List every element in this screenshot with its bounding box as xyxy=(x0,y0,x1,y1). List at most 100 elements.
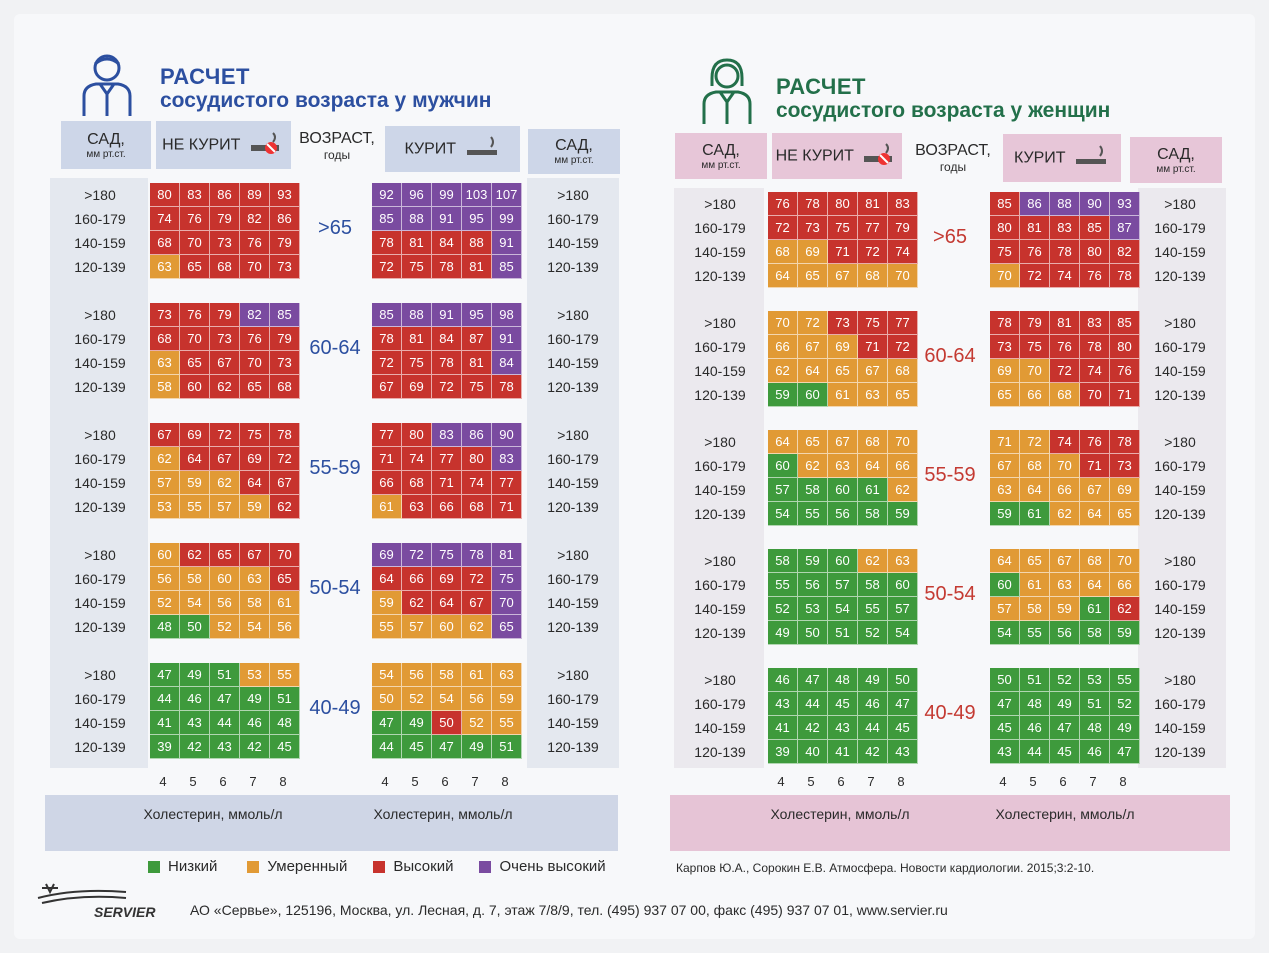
cholesterol-tick: 4 xyxy=(159,774,167,789)
nonsmoker-vascular-age-cell: 48 xyxy=(828,668,858,692)
smoker-vascular-age-cell: 75 xyxy=(1020,335,1050,359)
sad-row-label: >180 xyxy=(84,187,116,203)
smoker-vascular-age-cell: 99 xyxy=(432,183,462,207)
sad-row-label: 140-159 xyxy=(74,595,126,611)
nonsmoker-vascular-age-cell: 75 xyxy=(858,311,888,335)
sad-row-label: 140-159 xyxy=(1154,482,1206,498)
sad-row-label: >180 xyxy=(704,196,736,212)
female-person-icon xyxy=(698,56,756,131)
smoker-vascular-age-cell: 65 xyxy=(1020,549,1050,573)
nonsmoker-vascular-age-cell: 70 xyxy=(180,231,210,255)
smoker-vascular-age-cell: 64 xyxy=(432,591,462,615)
sad-row-label: 140-159 xyxy=(547,355,599,371)
nonsmoker-vascular-age-cell: 63 xyxy=(858,383,888,407)
smoker-grid: 85 86 88 90 93 80 81 83 85 87 75 76 78 80 82 70 72 74 76 78 xyxy=(990,192,1140,288)
smoker-vascular-age-cell: 81 xyxy=(492,543,522,567)
nonsmoker-vascular-age-cell: 47 xyxy=(888,692,918,716)
nonsmoker-vascular-age-cell: 64 xyxy=(768,264,798,288)
smoker-vascular-age-cell: 56 xyxy=(462,687,492,711)
smoker-vascular-age-cell: 49 xyxy=(1110,716,1140,740)
smoker-vascular-age-cell: 71 xyxy=(492,495,522,519)
smoker-vascular-age-cell: 59 xyxy=(372,591,402,615)
sad-row-label: 160-179 xyxy=(547,211,599,227)
smoker-vascular-age-cell: 95 xyxy=(462,207,492,231)
nonsmoker-vascular-age-cell: 75 xyxy=(828,216,858,240)
nonsmoker-vascular-age-cell: 60 xyxy=(888,573,918,597)
men-header-sad-left: САД, мм рт.ст. xyxy=(61,121,151,169)
nonsmoker-vascular-age-cell: 43 xyxy=(828,716,858,740)
women-smoker-xlabel: Холестерин, ммоль/л xyxy=(995,806,1135,822)
nonsmoker-vascular-age-cell: 50 xyxy=(798,621,828,645)
nonsmoker-vascular-age-cell: 64 xyxy=(798,359,828,383)
sad-row-label: 160-179 xyxy=(547,451,599,467)
smoker-vascular-age-cell: 63 xyxy=(492,663,522,687)
smoker-vascular-age-cell: 57 xyxy=(990,597,1020,621)
smoker-vascular-age-cell: 47 xyxy=(1050,716,1080,740)
nonsmoker-vascular-age-cell: 54 xyxy=(888,621,918,645)
nonsmoker-vascular-age-cell: 57 xyxy=(150,471,180,495)
smoker-vascular-age-cell: 85 xyxy=(492,255,522,279)
cholesterol-tick: 6 xyxy=(1059,774,1067,789)
nonsmoker-vascular-age-cell: 65 xyxy=(240,375,270,399)
nonsmoker-vascular-age-cell: 85 xyxy=(270,303,300,327)
smoker-vascular-age-cell: 68 xyxy=(1020,454,1050,478)
sad-row-label: 120-139 xyxy=(1154,506,1206,522)
smoker-vascular-age-cell: 55 xyxy=(492,711,522,735)
nonsmoker-vascular-age-cell: 62 xyxy=(210,471,240,495)
nonsmoker-vascular-age-cell: 68 xyxy=(858,430,888,454)
nonsmoker-vascular-age-cell: 69 xyxy=(240,447,270,471)
sad-row-label: >180 xyxy=(704,434,736,450)
nonsmoker-vascular-age-cell: 58 xyxy=(240,591,270,615)
nonsmoker-vascular-age-cell: 64 xyxy=(768,430,798,454)
smoker-vascular-age-cell: 99 xyxy=(492,207,522,231)
smoker-vascular-age-cell: 66 xyxy=(1050,478,1080,502)
smoker-vascular-age-cell: 91 xyxy=(432,207,462,231)
sad-row-label: 120-139 xyxy=(74,379,126,395)
smoker-vascular-age-cell: 57 xyxy=(402,615,432,639)
smoker-vascular-age-cell: 81 xyxy=(462,351,492,375)
nonsmoker-vascular-age-cell: 46 xyxy=(768,668,798,692)
sad-row-label: 160-179 xyxy=(547,331,599,347)
smoker-vascular-age-cell: 72 xyxy=(1050,359,1080,383)
cholesterol-tick: 5 xyxy=(807,774,815,789)
nonsmoker-vascular-age-cell: 67 xyxy=(240,543,270,567)
nonsmoker-vascular-age-cell: 56 xyxy=(150,567,180,591)
smoker-vascular-age-cell: 76 xyxy=(1050,335,1080,359)
smoker-vascular-age-cell: 90 xyxy=(1080,192,1110,216)
sad-row-label: 140-159 xyxy=(694,244,746,260)
nonsmoker-vascular-age-cell: 73 xyxy=(798,216,828,240)
sad-row-label: 160-179 xyxy=(74,691,126,707)
women-cholesterol-band xyxy=(670,795,1230,851)
nonsmoker-vascular-age-cell: 53 xyxy=(798,597,828,621)
smoker-grid: 71 72 74 76 78 67 68 70 71 73 63 64 66 67 69 59 61 62 64 65 xyxy=(990,430,1140,526)
smoker-vascular-age-cell: 75 xyxy=(402,351,432,375)
sad-row-label: 120-139 xyxy=(547,379,599,395)
nonsmoker-vascular-age-cell: 65 xyxy=(828,359,858,383)
risk-legend: Низкий Умеренный Высокий Очень высокий xyxy=(148,858,606,875)
nonsmoker-vascular-age-cell: 64 xyxy=(180,447,210,471)
women-header-age: ВОЗРАСТ, годы xyxy=(908,136,998,180)
nonsmoker-vascular-age-cell: 48 xyxy=(270,711,300,735)
sad-row-label: >180 xyxy=(84,307,116,323)
sad-row-label: 140-159 xyxy=(547,715,599,731)
nonsmoker-vascular-age-cell: 76 xyxy=(768,192,798,216)
nonsmoker-vascular-age-cell: 41 xyxy=(768,716,798,740)
smoker-vascular-age-cell: 78 xyxy=(990,311,1020,335)
smoker-vascular-age-cell: 78 xyxy=(1050,240,1080,264)
women-title-line1: РАСЧЕТ xyxy=(776,74,866,99)
nonsmoker-vascular-age-cell: 64 xyxy=(240,471,270,495)
sad-row-label: 120-139 xyxy=(694,387,746,403)
header-smoker-label: КУРИТ xyxy=(404,140,457,158)
women-right-label-column xyxy=(1138,188,1226,768)
nonsmoker-vascular-age-cell: 69 xyxy=(180,423,210,447)
smoker-vascular-age-cell: 75 xyxy=(402,255,432,279)
nonsmoker-vascular-age-cell: 46 xyxy=(240,711,270,735)
nonsmoker-vascular-age-cell: 43 xyxy=(888,740,918,764)
header-nonsmoker-label: НЕ КУРИТ xyxy=(162,136,241,154)
nonsmoker-vascular-age-cell: 58 xyxy=(798,478,828,502)
men-header-sad-right: САД, мм рт.ст. xyxy=(528,129,620,174)
smoker-vascular-age-cell: 72 xyxy=(1020,264,1050,288)
nonsmoker-vascular-age-cell: 61 xyxy=(270,591,300,615)
nonsmoker-vascular-age-cell: 61 xyxy=(828,383,858,407)
nonsmoker-vascular-age-cell: 50 xyxy=(888,668,918,692)
